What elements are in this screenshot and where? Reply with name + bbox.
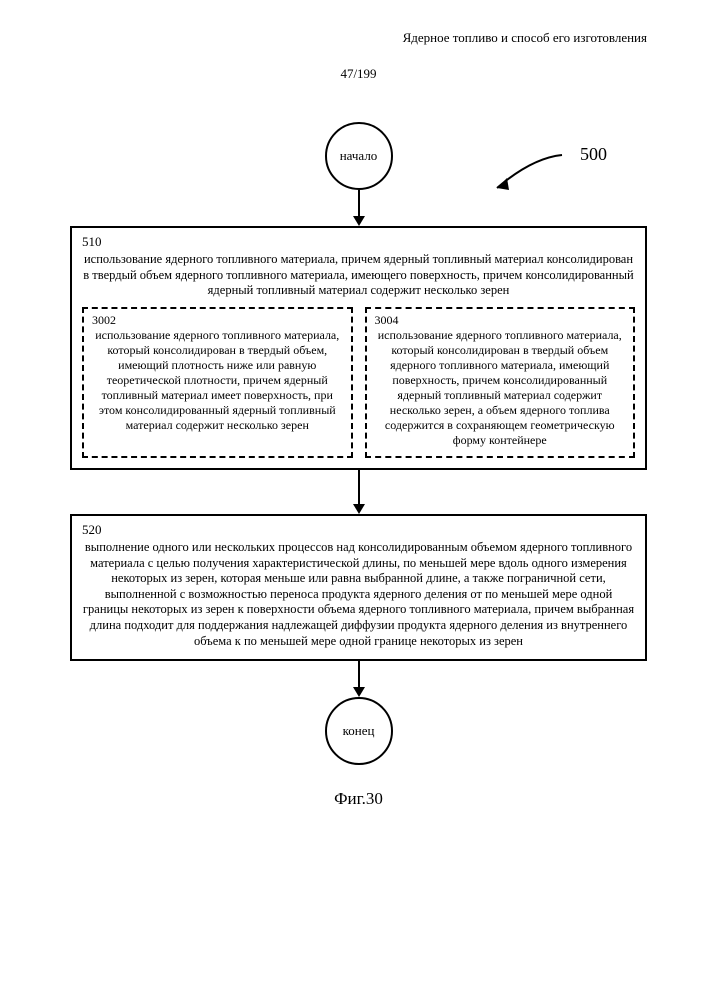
connector-line [358,190,360,216]
sub-text-3004: использование ядерного топливного матери… [375,328,626,448]
flowchart: 500 начало 510 использование ядерного то… [70,122,647,765]
callout-arrow-icon [477,150,567,200]
arrowhead-icon [353,687,365,697]
arrowhead-icon [353,216,365,226]
sub-label-3004: 3004 [375,313,626,328]
reference-numeral-500: 500 [580,144,607,165]
figure-caption: Фиг.30 [70,789,647,809]
process-label-520: 520 [82,522,635,538]
process-box-510: 510 использование ядерного топливного ма… [70,226,647,470]
terminal-end-label: конец [343,723,375,739]
process-text-520: выполнение одного или нескольких процесс… [82,540,635,649]
terminal-end: конец [325,697,393,765]
process-box-520: 520 выполнение одного или нескольких про… [70,514,647,661]
sub-box-3002: 3002 использование ядерного топливного м… [82,307,353,458]
process-label-510: 510 [82,234,635,250]
sub-box-row: 3002 использование ядерного топливного м… [82,307,635,458]
document-title: Ядерное топливо и способ его изготовлени… [70,30,647,46]
process-text-510: использование ядерного топливного матери… [82,252,635,299]
connector-line [358,661,360,687]
sub-text-3002: использование ядерного топливного матери… [92,328,343,433]
terminal-start-label: начало [340,148,378,164]
page-number: 47/199 [70,66,647,82]
connector-line [358,470,360,504]
terminal-start: начало [325,122,393,190]
sub-box-3004: 3004 использование ядерного топливного м… [365,307,636,458]
sub-label-3002: 3002 [92,313,343,328]
page: Ядерное топливо и способ его изготовлени… [0,0,707,1000]
arrowhead-icon [353,504,365,514]
